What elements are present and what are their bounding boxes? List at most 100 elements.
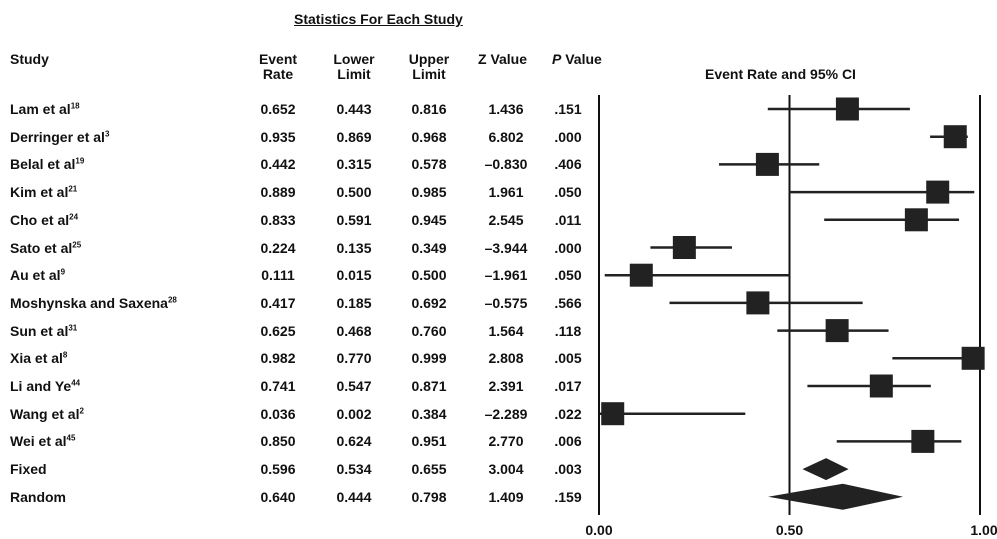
p-value-cell: .406 (554, 156, 582, 173)
study-name: Cho et al24 (10, 212, 78, 228)
header-p-value: P Value (552, 52, 602, 67)
study-name: Sun et al31 (10, 323, 77, 339)
z-value-cell: 2.545 (488, 211, 524, 228)
lower-limit-cell: 0.443 (336, 101, 372, 117)
lower-limit-cell: 0.002 (336, 405, 372, 422)
lower-limit-cell: 0.591 (336, 211, 372, 228)
z-value-cell: –1.961 (484, 267, 528, 284)
study-name: Wang et al2 (10, 406, 84, 422)
point-estimate-square (746, 291, 770, 315)
point-estimate-square (835, 97, 859, 121)
lower-limit-cell: 0.624 (336, 433, 372, 450)
p-value-cell: .003 (554, 461, 582, 478)
study-name-text: Derringer et al (10, 128, 105, 145)
lower-limit-cell: 0.869 (336, 128, 372, 145)
upper-limit-cell: 0.968 (411, 128, 447, 145)
lower-limit-cell: 0.468 (336, 322, 372, 339)
study-name-text: Random (10, 488, 66, 505)
study-name: Au et al9 (10, 267, 65, 283)
lower-limit-cell: 0.547 (336, 378, 372, 394)
p-value-cell: .118 (554, 322, 582, 339)
study-reference: 25 (72, 239, 82, 249)
study-name-text: Xia et al (10, 350, 63, 367)
upper-limit-cell: 0.816 (411, 101, 447, 117)
z-value-cell: 2.808 (488, 350, 524, 367)
lower-limit-cell: 0.534 (336, 461, 372, 478)
event-rate-cell: 0.111 (261, 267, 295, 284)
z-value-cell: 1.961 (488, 184, 524, 201)
z-value-cell: –2.289 (484, 405, 528, 422)
study-name: Kim et al21 (10, 184, 77, 200)
point-estimate-square (629, 263, 653, 287)
event-rate-cell: 0.741 (260, 378, 296, 394)
lower-limit-cell: 0.015 (336, 267, 372, 284)
header-z-value: Z Value (478, 51, 528, 67)
study-name: Li and Ye44 (10, 378, 80, 394)
point-estimate-square (869, 374, 893, 398)
p-value-cell: .006 (554, 433, 582, 450)
z-value-cell: 1.436 (488, 101, 524, 117)
p-value-cell: .011 (554, 211, 582, 228)
z-value-cell: 2.391 (488, 378, 524, 394)
study-reference: 21 (68, 184, 78, 194)
upper-limit-cell: 0.578 (411, 156, 447, 173)
p-value-cell: .022 (554, 405, 582, 422)
summary-diamond (768, 483, 904, 510)
study-name-text: Wei et al (10, 433, 67, 450)
event-rate-cell: 0.224 (260, 239, 296, 256)
header-ci: Event Rate and 95% CI (705, 66, 856, 82)
z-value-cell: 1.409 (488, 488, 524, 505)
event-rate-cell: 0.417 (260, 294, 296, 311)
header-p-italic: P (552, 51, 562, 67)
header-lower-limit: Lower Limit (333, 51, 375, 82)
p-value-cell: .566 (554, 294, 582, 311)
study-name: Random (10, 489, 66, 505)
upper-limit-cell: 0.384 (411, 405, 447, 422)
p-value-cell: .000 (554, 128, 582, 145)
point-estimate-square (672, 236, 696, 259)
header-p-rest: Value (561, 51, 602, 67)
point-estimate-square (926, 180, 950, 204)
upper-limit-cell: 0.798 (411, 488, 447, 505)
lower-limit-cell: 0.444 (336, 488, 372, 505)
study-name-text: Fixed (10, 461, 47, 478)
study-reference: 45 (66, 433, 76, 443)
event-rate-cell: 0.625 (260, 322, 296, 339)
z-value-cell: –0.830 (484, 156, 528, 173)
upper-limit-cell: 0.349 (411, 239, 447, 256)
p-value-cell: .050 (554, 184, 582, 201)
event-rate-cell: 0.652 (260, 101, 296, 117)
event-rate-cell: 0.889 (260, 184, 296, 201)
z-value-cell: 2.770 (488, 433, 524, 450)
event-rate-cell: 0.982 (260, 350, 296, 367)
p-value-cell: .017 (554, 378, 582, 394)
study-name: Derringer et al3 (10, 129, 109, 145)
event-rate-cell: 0.036 (260, 405, 296, 422)
point-estimate-square (601, 402, 625, 426)
point-estimate-square (911, 429, 935, 453)
p-value-cell: .000 (554, 239, 582, 256)
point-estimate-square (755, 152, 779, 176)
study-reference: 44 (71, 378, 81, 388)
upper-limit-cell: 0.985 (411, 184, 447, 201)
study-reference: 31 (68, 322, 78, 332)
study-name: Belal et al19 (10, 156, 84, 172)
study-reference: 3 (104, 129, 110, 139)
point-estimate-square (943, 125, 967, 149)
event-rate-cell: 0.640 (260, 488, 296, 505)
upper-limit-cell: 0.871 (411, 378, 447, 394)
study-name-text: Wang et al (10, 405, 80, 422)
event-rate-cell: 0.935 (260, 128, 296, 145)
event-rate-cell: 0.850 (260, 433, 296, 450)
summary-diamond (802, 458, 849, 481)
z-value-cell: –0.575 (484, 294, 528, 311)
study-name-text: Cho et al (10, 211, 70, 228)
upper-limit-cell: 0.655 (411, 461, 447, 478)
x-tick-label: 0.00 (585, 522, 613, 538)
study-reference: 28 (167, 295, 177, 305)
lower-limit-cell: 0.315 (336, 156, 372, 173)
point-estimate-square (904, 208, 928, 232)
upper-limit-cell: 0.500 (411, 267, 447, 284)
x-tick-label: 0.50 (775, 522, 804, 538)
event-rate-cell: 0.596 (260, 461, 296, 478)
